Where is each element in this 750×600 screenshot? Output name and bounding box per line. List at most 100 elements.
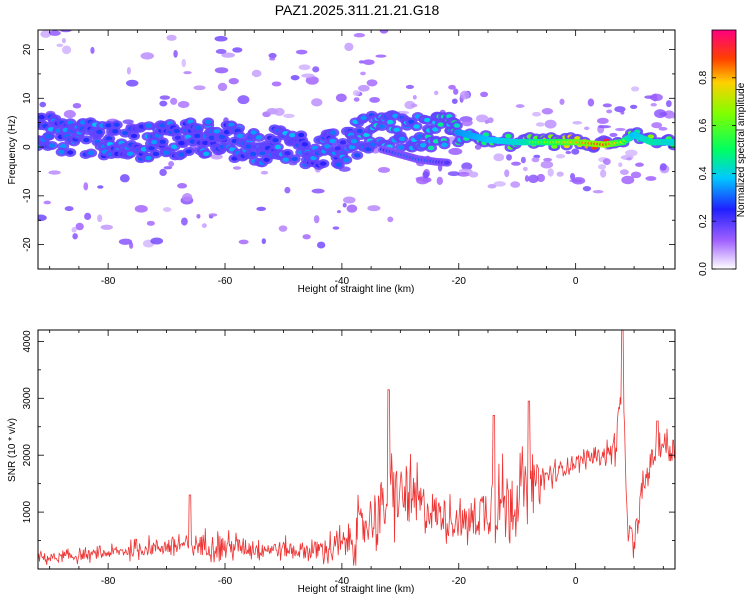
heatmap-cell (231, 156, 238, 161)
heatmap-cell (379, 30, 389, 34)
heatmap-cell (48, 143, 56, 148)
heatmap-cell (232, 47, 243, 53)
heatmap-cell (448, 147, 463, 156)
spectrogram-x-tick-label: -20 (452, 276, 467, 287)
snr-panel: -80 -60 -40 -20 0 1000 2000 3000 4000 Height of… (7, 329, 676, 595)
heatmap-cell (436, 176, 444, 185)
heatmap-cell (261, 238, 266, 245)
heatmap-cell (670, 114, 675, 119)
heatmap-cell (412, 95, 417, 100)
heatmap-cell (504, 169, 510, 178)
heatmap-cell (145, 155, 152, 161)
heatmap-cell (126, 79, 139, 87)
heatmap-cell (419, 143, 427, 148)
heatmap-cell (260, 170, 269, 175)
heatmap-cell (413, 124, 420, 129)
heatmap-cell (316, 241, 326, 249)
heatmap-cell (122, 119, 134, 125)
heatmap-cell (555, 154, 566, 159)
heatmap-cell (130, 133, 138, 139)
heatmap-cell (651, 122, 663, 129)
heatmap-cell (236, 133, 243, 139)
heatmap-cell (444, 160, 451, 165)
heatmap-cell (644, 95, 654, 99)
heatmap-cell (324, 144, 331, 149)
heatmap-cell (152, 151, 160, 157)
heatmap-cell (535, 122, 545, 127)
colorbar-tick-label: 0.2 (698, 214, 709, 228)
heatmap-cell (342, 202, 347, 208)
heatmap-cell (221, 52, 235, 58)
heatmap-cell (282, 157, 289, 162)
heatmap-cell (360, 115, 367, 121)
heatmap-cell (522, 166, 528, 172)
heatmap-cell (112, 129, 119, 134)
heatmap-cell (47, 127, 55, 132)
heatmap-cell (342, 196, 356, 204)
heatmap-cell (150, 237, 164, 245)
heatmap-cell (619, 169, 629, 176)
heatmap-cell (301, 142, 309, 147)
heatmap-cell (460, 90, 470, 100)
heatmap-cell (183, 71, 192, 75)
heatmap-cell (214, 67, 229, 74)
heatmap-cell (311, 98, 323, 107)
heatmap-cell (451, 98, 458, 104)
heatmap-cell (511, 161, 521, 166)
heatmap-cell (434, 90, 439, 96)
heatmap-cell (432, 139, 440, 144)
heatmap-cell (39, 101, 47, 108)
heatmap-cell (126, 151, 134, 157)
heatmap-cell (61, 37, 66, 44)
heatmap-cell (189, 139, 196, 144)
heatmap-cell (166, 34, 177, 41)
heatmap-cell (524, 175, 530, 182)
heatmap-cell (602, 158, 611, 166)
spectrogram-x-label: Height of straight line (km) (298, 284, 415, 295)
heatmap-cell (352, 89, 360, 96)
heatmap-cell (170, 144, 178, 150)
heatmap-cell (475, 114, 489, 123)
heatmap-cell (162, 207, 172, 212)
heatmap-cell (210, 153, 223, 160)
heatmap-cell (665, 100, 672, 108)
heatmap-cell (148, 146, 155, 151)
spectrogram-x-tick-label: 0 (573, 276, 579, 287)
snr-y-tick-label: 1000 (22, 501, 33, 524)
heatmap-cell (397, 145, 405, 150)
heatmap-cell (320, 161, 327, 166)
heatmap-cell (159, 100, 168, 107)
heatmap-cell (468, 171, 479, 178)
heatmap-cell (204, 119, 212, 125)
heatmap-cell (598, 125, 612, 129)
heatmap-cell (645, 176, 657, 181)
heatmap-cell (378, 124, 386, 129)
heatmap-cell (572, 121, 583, 125)
heatmap-cell (597, 117, 609, 124)
heatmap-cell (487, 117, 494, 124)
snr-x-tick-label: -20 (452, 576, 467, 587)
heatmap-cell (38, 214, 47, 222)
heatmap-cell (268, 52, 277, 59)
heatmap-cell (83, 182, 89, 191)
heatmap-cell (208, 213, 218, 217)
heatmap-cell (196, 213, 201, 219)
heatmap-cell (245, 144, 252, 149)
heatmap-cell (366, 79, 378, 87)
heatmap-cell (298, 64, 311, 71)
heatmap-cell (72, 103, 82, 109)
heatmap-cell (571, 148, 580, 155)
heatmap-cell (650, 102, 657, 107)
snr-series-line (38, 330, 675, 566)
chart-title: PAZ1.2025.311.21.21.G18 (275, 2, 440, 18)
heatmap-cell (448, 84, 456, 90)
heatmap-cell (75, 222, 84, 231)
heatmap-cell (217, 82, 228, 92)
heatmap-cell (343, 157, 350, 163)
heatmap-cell (531, 157, 540, 163)
heatmap-cell (652, 93, 658, 102)
heatmap-cell (659, 163, 667, 171)
heatmap-cell (284, 151, 291, 156)
heatmap-cell (173, 128, 181, 134)
